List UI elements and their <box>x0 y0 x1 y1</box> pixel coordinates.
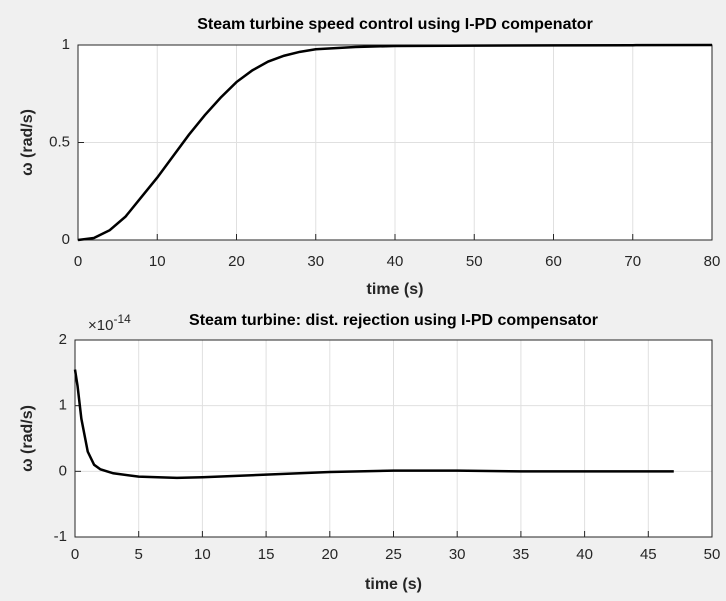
axes-box <box>74 339 713 538</box>
x-tick-label: 20 <box>321 546 338 563</box>
y-tick-label: 1 <box>59 397 67 414</box>
y-tick-label: 2 <box>59 331 67 348</box>
chart-title: Steam turbine speed control using I-PD c… <box>197 16 593 33</box>
x-tick-label: 45 <box>640 546 657 563</box>
chart-title: Steam turbine: dist. rejection using I-P… <box>189 312 598 329</box>
y-tick-label: -1 <box>54 528 67 545</box>
line <box>77 43 713 242</box>
x-tick-label: 10 <box>149 253 166 270</box>
y-axis-label: ω (rad/s) <box>19 405 36 472</box>
x-tick-label: 50 <box>704 546 721 563</box>
x-tick-label: 60 <box>545 253 562 270</box>
multiplier: ×10 <box>88 317 113 334</box>
exponent: -14 <box>113 312 131 326</box>
x-axis-label: time (s) <box>365 576 422 593</box>
x-tick-label: 30 <box>307 253 324 270</box>
y-tick-label: 1 <box>62 36 70 53</box>
x-tick-label: 70 <box>624 253 641 270</box>
x-tick-label: 30 <box>449 546 466 563</box>
y-tick-label: 0 <box>62 231 70 248</box>
x-tick-label: 20 <box>228 253 245 270</box>
x-tick-label: 35 <box>513 546 530 563</box>
y-axis-label: ω (rad/s) <box>19 109 36 176</box>
x-axis-label: time (s) <box>367 281 424 298</box>
y-multiplier: ×10-14 <box>88 312 131 334</box>
x-tick-label: 15 <box>258 546 275 563</box>
x-tick-label: 0 <box>71 546 79 563</box>
x-tick-label: 0 <box>74 253 82 270</box>
y-tick-label: 0.5 <box>49 133 70 150</box>
x-tick-label: 5 <box>135 546 143 563</box>
x-tick-label: 10 <box>194 546 211 563</box>
x-tick-label: 25 <box>385 546 402 563</box>
x-tick-label: 50 <box>466 253 483 270</box>
line <box>73 369 674 480</box>
y-tick-label: 0 <box>59 462 67 479</box>
x-tick-label: 40 <box>576 546 593 563</box>
x-tick-label: 80 <box>704 253 721 270</box>
x-tick-label: 40 <box>387 253 404 270</box>
